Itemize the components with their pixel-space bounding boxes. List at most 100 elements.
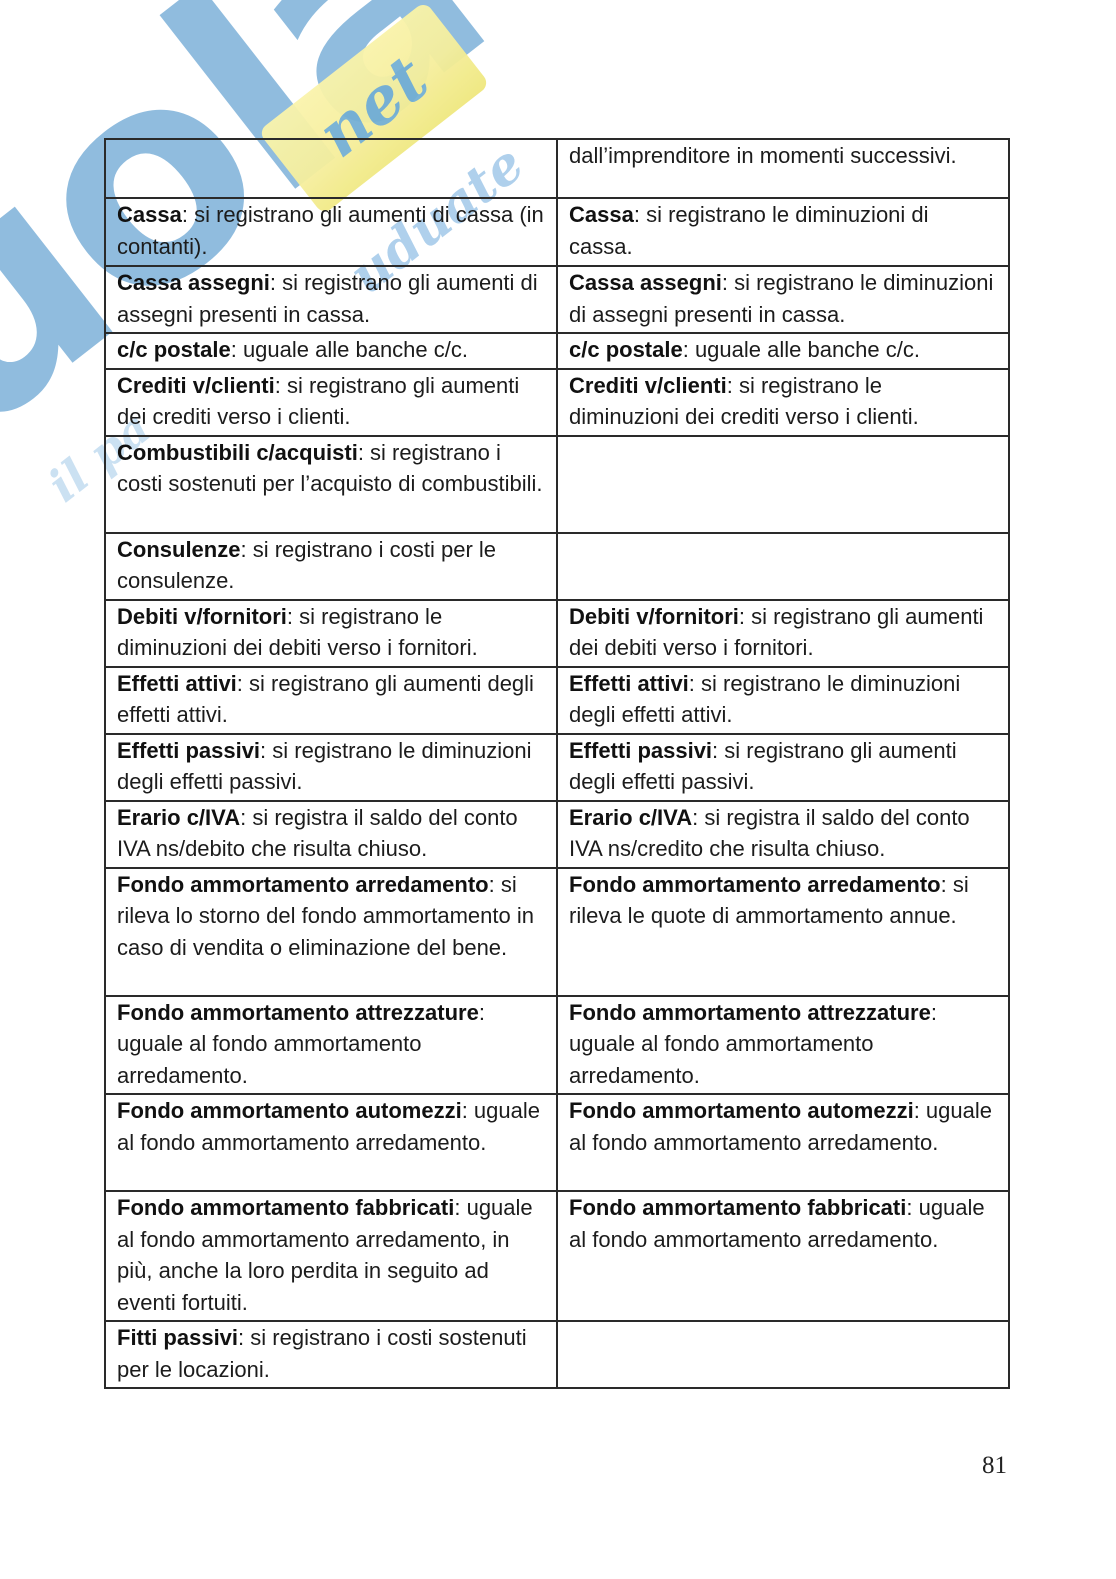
table-cell-right: Erario c/IVA: si registra il saldo del c… <box>556 799 1010 869</box>
account-description: : si registrano i costi sostenuti per l’… <box>117 439 543 497</box>
account-term: Effetti attivi <box>117 670 237 696</box>
account-description: : si registrano gli aumenti di cassa (in… <box>117 202 544 259</box>
table-row: Cassa: si registrano gli aumenti di cass… <box>104 197 1010 267</box>
table-row: Erario c/IVA: si registra il saldo del c… <box>104 799 1010 869</box>
table-cell-left: Consulenze: si registrano i costi per le… <box>104 531 558 601</box>
table-cell-left: Fitti passivi: si registrano i costi sos… <box>104 1320 558 1389</box>
table-cell-left: Effetti attivi: si registrano gli aument… <box>104 665 558 735</box>
table-row: Fitti passivi: si registrano i costi sos… <box>104 1320 1010 1389</box>
account-term: Debiti v/fornitori <box>569 603 739 629</box>
account-description: : uguale al fondo ammortamento arredamen… <box>569 1098 992 1155</box>
table-cell-right <box>556 434 1010 534</box>
table-row: Effetti passivi: si registrano le diminu… <box>104 732 1010 802</box>
account-description: : uguale al fondo ammortamento arredamen… <box>117 1195 533 1315</box>
account-description: : si registrano le diminuzioni dei credi… <box>569 372 919 430</box>
account-term: Cassa <box>569 202 634 227</box>
table-row: Consulenze: si registrano i costi per le… <box>104 531 1010 601</box>
account-term: Crediti v/clienti <box>569 372 727 398</box>
account-description: : si registrano gli aumenti degli effett… <box>117 670 534 728</box>
account-description: : si rileva lo storno del fondo ammortam… <box>117 871 534 960</box>
table-cell-right: Crediti v/clienti: si registrano le dimi… <box>556 367 1010 437</box>
account-description: : si registrano le diminuzioni degli eff… <box>569 670 961 728</box>
table-cell-left: Effetti passivi: si registrano le diminu… <box>104 732 558 802</box>
account-term: Fondo ammortamento fabbricati <box>569 1195 907 1220</box>
account-term: c/c postale <box>117 337 231 362</box>
table-row: Debiti v/fornitori: si registrano le dim… <box>104 598 1010 668</box>
table-cell-right: dall’imprenditore in momenti successivi. <box>556 138 1010 199</box>
table-row: Crediti v/clienti: si registrano gli aum… <box>104 367 1010 437</box>
account-description: : si registrano le diminuzioni dei debit… <box>117 603 478 661</box>
account-description: : uguale al fondo ammortamento arredamen… <box>569 1195 985 1252</box>
table-row: Effetti attivi: si registrano gli aument… <box>104 665 1010 735</box>
table-cell-left: Cassa: si registrano gli aumenti di cass… <box>104 197 558 267</box>
account-description: : si registrano gli aumenti di assegni p… <box>117 270 538 327</box>
account-term: Erario c/IVA <box>117 804 241 830</box>
account-term: Erario c/IVA <box>569 804 693 830</box>
account-term: Consulenze <box>117 536 241 562</box>
table-cell-right: Cassa: si registrano le diminuzioni di c… <box>556 197 1010 267</box>
accounts-table-container: dall’imprenditore in momenti successivi.… <box>104 138 1010 1389</box>
account-description: : uguale al fondo ammortamento arredamen… <box>117 1098 540 1155</box>
table-row: Cassa assegni: si registrano gli aumenti… <box>104 265 1010 334</box>
table-cell-right: Fondo ammortamento automezzi: uguale al … <box>556 1093 1010 1192</box>
account-term: Crediti v/clienti <box>117 372 275 398</box>
table-cell-left: Debiti v/fornitori: si registrano le dim… <box>104 598 558 668</box>
account-description: : si registrano gli aumenti dei crediti … <box>117 372 520 430</box>
table-cell-left: Fondo ammortamento attrezzature: uguale … <box>104 994 558 1095</box>
account-term: Fondo ammortamento arredamento <box>569 871 941 897</box>
ledger-table: dall’imprenditore in momenti successivi.… <box>104 138 1010 1389</box>
account-description: : si registrano le diminuzioni di cassa. <box>569 202 929 259</box>
table-cell-right <box>556 1320 1010 1389</box>
table-cell-left: Fondo ammortamento arredamento: si rilev… <box>104 866 558 997</box>
account-description: : uguale al fondo ammortamento arredamen… <box>569 999 937 1088</box>
account-description: : si registrano i costi per le consulenz… <box>117 536 497 594</box>
account-term: Cassa <box>117 202 182 227</box>
account-description: : si registra il saldo del conto IVA ns/… <box>117 804 518 862</box>
account-description: : si registrano le diminuzioni degli eff… <box>117 737 532 795</box>
table-cell-left: Combustibili c/acquisti: si registrano i… <box>104 434 558 534</box>
table-row: Fondo ammortamento fabbricati: uguale al… <box>104 1190 1010 1322</box>
table-cell-right: Fondo ammortamento fabbricati: uguale al… <box>556 1190 1010 1322</box>
table-row: Combustibili c/acquisti: si registrano i… <box>104 434 1010 534</box>
table-cell-right <box>556 531 1010 601</box>
account-description: : si registrano gli aumenti dei debiti v… <box>569 603 984 661</box>
table-cell-left: Fondo ammortamento automezzi: uguale al … <box>104 1093 558 1192</box>
table-cell-left: Cassa assegni: si registrano gli aumenti… <box>104 265 558 334</box>
account-term: Effetti passivi <box>569 737 713 763</box>
account-description: : uguale alle banche c/c. <box>682 337 920 362</box>
account-description: : si registrano gli aumenti degli effett… <box>569 737 957 795</box>
table-cell-left: c/c postale: uguale alle banche c/c. <box>104 332 558 370</box>
table-cell-left: Erario c/IVA: si registra il saldo del c… <box>104 799 558 869</box>
account-term: Combustibili c/acquisti <box>117 439 358 465</box>
account-term: Effetti passivi <box>117 737 261 763</box>
account-term: Fondo ammortamento attrezzature <box>117 999 479 1025</box>
table-cell-right: Fondo ammortamento attrezzature: uguale … <box>556 994 1010 1095</box>
table-cell-left <box>104 138 558 199</box>
account-term: c/c postale <box>569 337 683 362</box>
account-term: Fondo ammortamento automezzi <box>569 1098 914 1123</box>
account-term: Fondo ammortamento attrezzature <box>569 999 931 1025</box>
account-term: Fondo ammortamento automezzi <box>117 1098 462 1123</box>
table-cell-right: Cassa assegni: si registrano le diminuzi… <box>556 265 1010 334</box>
table-cell-left: Fondo ammortamento fabbricati: uguale al… <box>104 1190 558 1322</box>
table-row: dall’imprenditore in momenti successivi. <box>104 138 1010 199</box>
account-term: Fondo ammortamento arredamento <box>117 871 489 897</box>
table-row: Fondo ammortamento automezzi: uguale al … <box>104 1093 1010 1192</box>
table-cell-left: Crediti v/clienti: si registrano gli aum… <box>104 367 558 437</box>
account-description: : uguale al fondo ammortamento arredamen… <box>117 999 485 1088</box>
account-description: dall’imprenditore in momenti successivi. <box>569 143 957 168</box>
account-term: Debiti v/fornitori <box>117 603 287 629</box>
table-row: Fondo ammortamento attrezzature: uguale … <box>104 994 1010 1095</box>
account-term: Effetti attivi <box>569 670 689 696</box>
account-term: Fitti passivi <box>117 1325 239 1350</box>
table-cell-right: Effetti attivi: si registrano le diminuz… <box>556 665 1010 735</box>
table-cell-right: Fondo ammortamento arredamento: si rilev… <box>556 866 1010 997</box>
account-description: : si registra il saldo del conto IVA ns/… <box>569 804 970 862</box>
table-cell-right: Debiti v/fornitori: si registrano gli au… <box>556 598 1010 668</box>
account-description: : uguale alle banche c/c. <box>230 337 468 362</box>
account-description: : si registrano i costi sostenuti per le… <box>117 1325 527 1382</box>
table-cell-right: c/c postale: uguale alle banche c/c. <box>556 332 1010 370</box>
table-cell-right: Effetti passivi: si registrano gli aumen… <box>556 732 1010 802</box>
table-row: Fondo ammortamento arredamento: si rilev… <box>104 866 1010 997</box>
